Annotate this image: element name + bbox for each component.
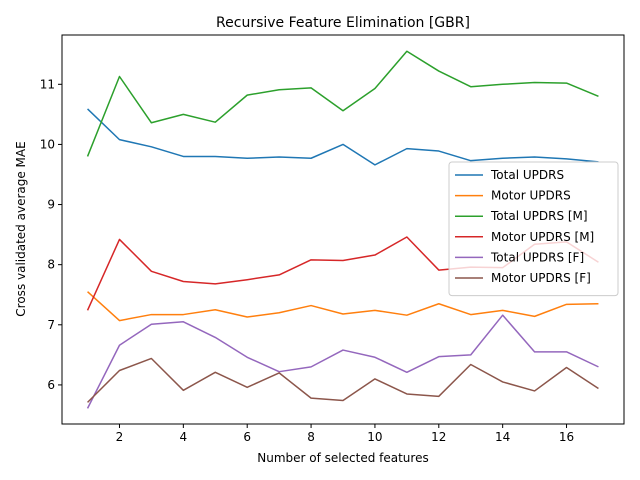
y-tick-label: 7 [47,318,55,332]
legend-box [448,161,619,297]
x-tick-label: 2 [116,430,124,444]
legend-label: Motor UPDRS [M] [491,230,594,244]
series-line-motor-updrs [87,291,599,322]
x-tick-label: 8 [307,430,315,444]
series-line-total-updrs [87,108,599,166]
x-axis-title: Number of selected features [257,451,428,465]
x-tick-label: 12 [431,430,446,444]
axis-ticks: 2 4 6 8 10 12 14 16 6 7 8 9 10 11 [40,77,574,444]
legend-label: Motor UPDRS [F] [491,271,591,285]
x-tick-label: 16 [559,430,574,444]
y-tick-label: 10 [40,137,55,151]
legend-label: Motor UPDRS [491,189,571,203]
legend-label: Total UPDRS [F] [490,250,584,264]
chart-title: Recursive Feature Elimination [GBR] [216,15,470,31]
x-tick-label: 4 [180,430,188,444]
legend-label: Total UPDRS [490,168,564,182]
x-tick-label: 6 [243,430,251,444]
y-tick-label: 9 [47,198,55,212]
series-line-total-updrs-f [86,314,599,409]
legend: Total UPDRS Motor UPDRS Total UPDRS [M] Mot… [448,161,619,297]
y-tick-label: 11 [40,77,55,91]
series-line-total-updrs-m [86,50,599,157]
y-tick-label: 8 [47,258,55,272]
y-axis-title: Cross validated average MAE [14,141,28,316]
y-tick-label: 6 [47,378,55,392]
series-line-motor-updrs-f [87,357,599,403]
legend-label: Total UPDRS [M] [490,209,588,223]
plot-frame [61,34,625,425]
x-tick-label: 14 [495,430,510,444]
x-tick-label: 10 [367,430,382,444]
